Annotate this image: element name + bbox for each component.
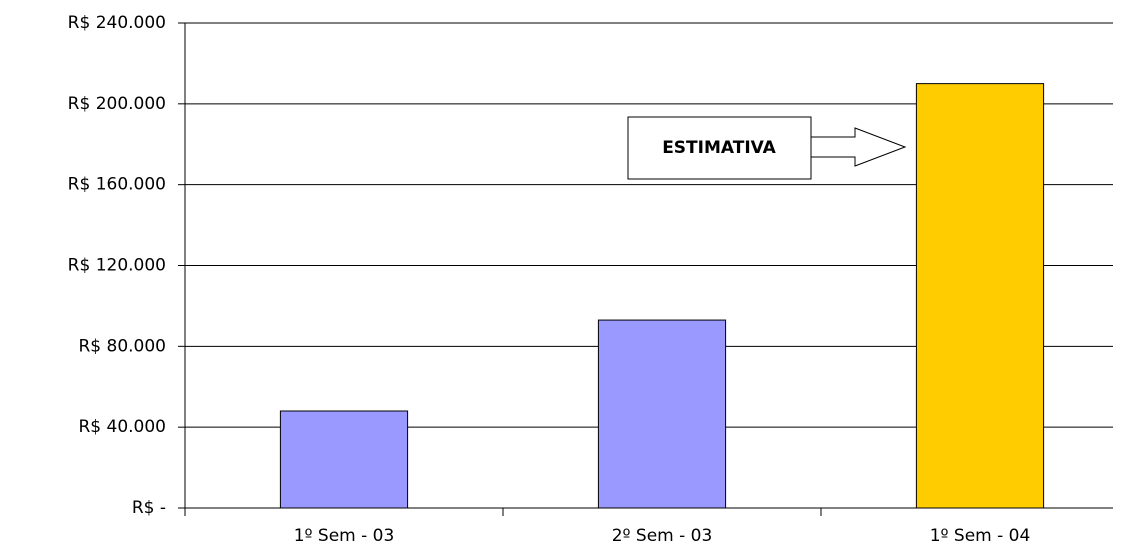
- annotation: ESTIMATIVA: [662, 138, 776, 158]
- y-tick-label: R$ -: [132, 498, 166, 518]
- bar: [915, 83, 1045, 509]
- bar: [279, 410, 409, 509]
- x-tick-label: 1º Sem - 04: [930, 526, 1031, 546]
- y-tick-label: R$ 120.000: [68, 256, 166, 276]
- x-tick-label: 1º Sem - 03: [294, 526, 395, 546]
- y-tick-label: R$ 80.000: [78, 336, 166, 356]
- bar: [597, 319, 727, 509]
- annotation-arrow: [810, 127, 907, 167]
- y-tick-label: R$ 160.000: [68, 175, 166, 195]
- y-tick-label: R$ 200.000: [68, 94, 166, 114]
- x-tick-label: 2º Sem - 03: [612, 526, 713, 546]
- annotation-box: [627, 116, 812, 180]
- y-tick-label: R$ 240.000: [68, 13, 166, 33]
- y-tick-label: R$ 40.000: [78, 417, 166, 437]
